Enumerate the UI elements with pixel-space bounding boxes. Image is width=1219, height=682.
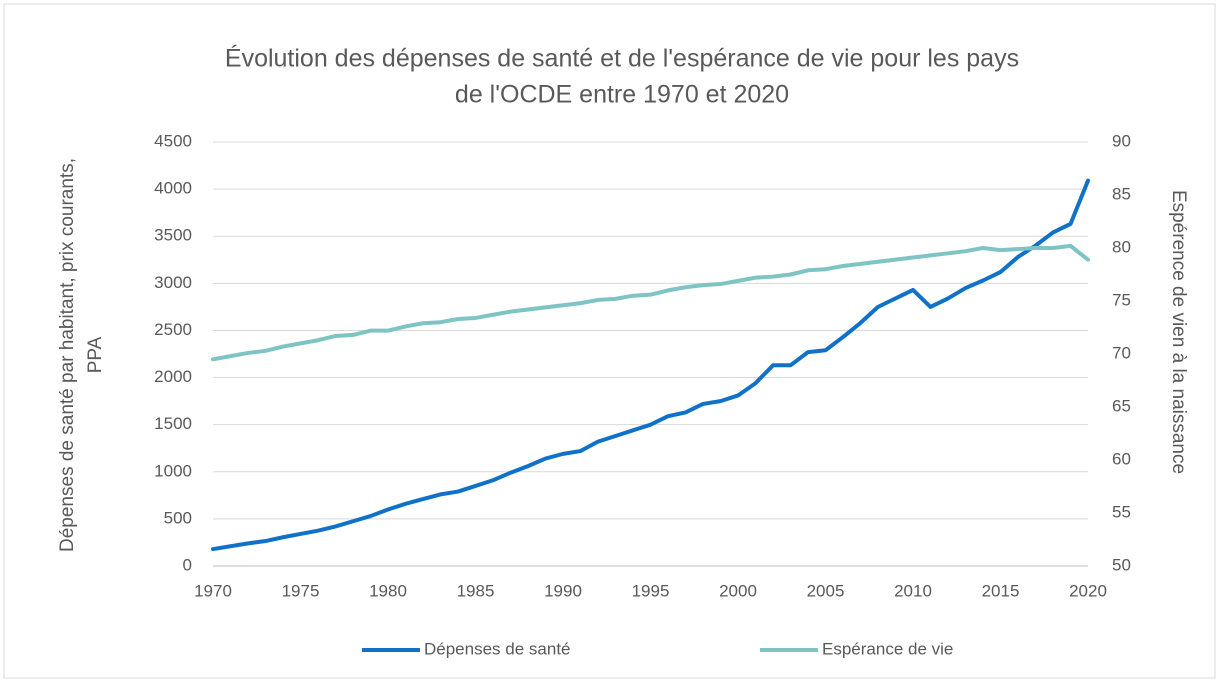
y2-tick-label: 85 bbox=[1112, 184, 1131, 203]
y2-tick-label: 50 bbox=[1112, 555, 1131, 574]
line-series bbox=[211, 178, 1090, 552]
chart-title: de l'OCDE entre 1970 et 2020 bbox=[455, 81, 789, 109]
y2-tick-label: 70 bbox=[1112, 343, 1131, 362]
y2-axis-title: Espérence de vien à la naissance bbox=[1168, 190, 1189, 474]
x-tick-label: 1980 bbox=[369, 581, 407, 600]
y2-tick-label: 55 bbox=[1112, 502, 1131, 521]
legend-label: Espérance de vie bbox=[822, 639, 953, 658]
y-tick-label: 4500 bbox=[154, 131, 192, 150]
y2-tick-label: 90 bbox=[1112, 131, 1131, 150]
y-tick-label: 1500 bbox=[154, 414, 192, 433]
x-tick-label: 1970 bbox=[194, 581, 232, 600]
y-tick-label: 2000 bbox=[154, 367, 192, 386]
y2-tick-label: 60 bbox=[1112, 449, 1131, 468]
y-tick-label: 2500 bbox=[154, 320, 192, 339]
x-tick-label: 2005 bbox=[807, 581, 845, 600]
y-tick-label: 1000 bbox=[154, 461, 192, 480]
x-tick-label: 2010 bbox=[894, 581, 932, 600]
legend-label: Dépenses de santé bbox=[424, 639, 571, 658]
x-tick-label: 1990 bbox=[544, 581, 582, 600]
y-tick-label: 500 bbox=[164, 508, 192, 527]
y-tick-label: 4000 bbox=[154, 179, 192, 198]
line-series bbox=[211, 243, 1090, 362]
x-tick-label: 2000 bbox=[719, 581, 757, 600]
y-tick-label: 3500 bbox=[154, 226, 192, 245]
y-tick-label: 3000 bbox=[154, 273, 192, 292]
x-tick-label: 2020 bbox=[1069, 581, 1107, 600]
x-tick-label: 1975 bbox=[282, 581, 320, 600]
y2-tick-label: 80 bbox=[1112, 237, 1131, 256]
x-tick-label: 1995 bbox=[632, 581, 670, 600]
x-tick-label: 2015 bbox=[982, 581, 1020, 600]
x-tick-label: 1985 bbox=[457, 581, 495, 600]
y2-tick-label: 65 bbox=[1112, 396, 1131, 415]
y2-tick-label: 75 bbox=[1112, 290, 1131, 309]
chart-title: Évolution des dépenses de santé et de l'… bbox=[225, 44, 1019, 73]
y-axis-title: PPA bbox=[85, 336, 106, 373]
y-tick-label: 0 bbox=[183, 555, 192, 574]
y-axis-title: Dépenses de santé par habitant, prix cou… bbox=[57, 158, 78, 552]
